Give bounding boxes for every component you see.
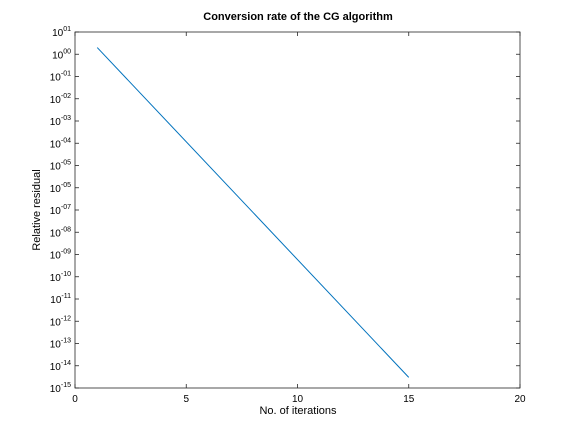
x-tick-label: 10 xyxy=(292,394,304,405)
y-tick-label: 10-13 xyxy=(50,338,71,351)
x-tick-label: 20 xyxy=(514,394,526,405)
y-tick-label: 10-14 xyxy=(50,360,71,373)
y-tick-label: 10-03 xyxy=(50,115,71,128)
x-tick-label: 5 xyxy=(183,394,189,405)
y-tick-label: 10-08 xyxy=(50,226,71,239)
y-tick-label: 10-09 xyxy=(50,249,71,262)
y-tick-label: 1000 xyxy=(52,48,71,61)
y-tick-label: 1001 xyxy=(52,26,71,39)
y-tick-label: 10-01 xyxy=(50,71,71,84)
y-tick-label: 10-04 xyxy=(50,137,71,150)
y-axis-label: Relative residual xyxy=(31,169,43,250)
x-tick-label: 0 xyxy=(72,394,78,405)
x-tick-label: 15 xyxy=(403,394,415,405)
series-layer xyxy=(96,47,410,378)
x-axis-label: No. of iterations xyxy=(259,405,337,417)
y-tick-label: 10-05 xyxy=(50,182,71,195)
y-tick-label: 10-10 xyxy=(50,271,71,284)
chart-title: Conversion rate of the CG algorithm xyxy=(203,11,393,23)
y-tick-label: 10-05 xyxy=(50,160,71,173)
y-tick-label: 10-07 xyxy=(50,204,71,217)
series-line xyxy=(96,47,410,378)
y-tick-label: 10-12 xyxy=(50,315,71,328)
y-tick-label: 10-15 xyxy=(50,382,71,395)
y-tick-label: 10-02 xyxy=(50,93,71,106)
y-tick-label: 10-11 xyxy=(50,293,71,306)
y-axis-ticks: 10-15 10-14 10-13 10-12 10-11 10-10 10-09 10-08… xyxy=(50,26,520,395)
x-axis-ticks: 0 5 10 15 20 xyxy=(72,32,526,405)
